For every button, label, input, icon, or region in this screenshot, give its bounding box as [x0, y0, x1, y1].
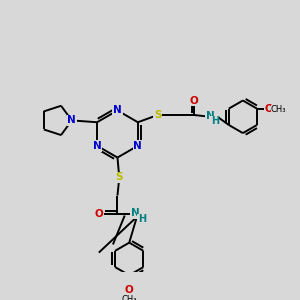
Text: O: O	[190, 95, 198, 106]
Text: O: O	[125, 285, 134, 295]
Text: S: S	[116, 172, 123, 182]
Text: N: N	[134, 141, 142, 151]
Text: N: N	[113, 106, 122, 116]
Text: CH₃: CH₃	[271, 105, 286, 114]
Text: N: N	[67, 116, 76, 125]
Text: N: N	[131, 208, 140, 218]
Text: S: S	[154, 110, 161, 120]
Text: N: N	[93, 141, 101, 151]
Text: H: H	[138, 214, 146, 224]
Text: N: N	[206, 111, 215, 121]
Text: O: O	[264, 104, 273, 114]
Text: CH₃: CH₃	[122, 295, 137, 300]
Text: H: H	[211, 116, 219, 126]
Text: O: O	[94, 209, 103, 219]
